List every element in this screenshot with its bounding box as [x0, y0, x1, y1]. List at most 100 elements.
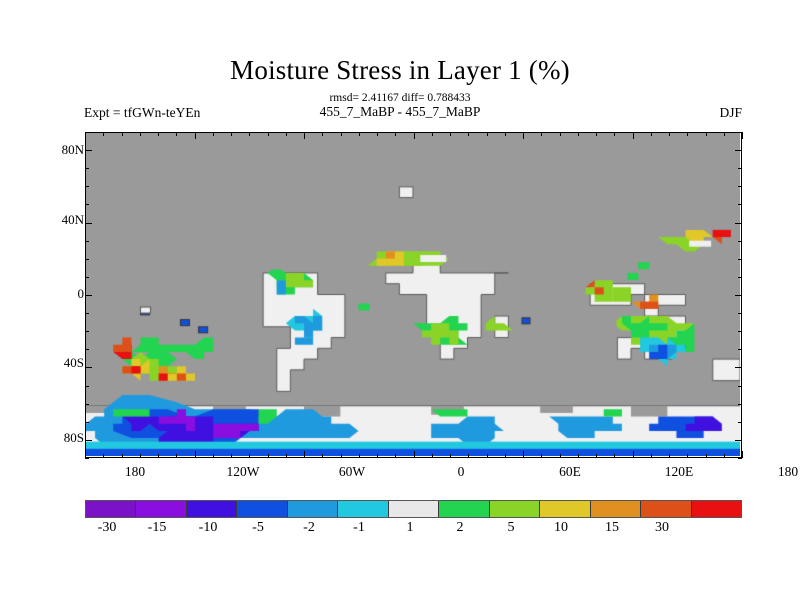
tick-mark	[738, 349, 742, 351]
tick-mark	[614, 454, 616, 458]
tick-mark	[85, 168, 89, 170]
tick-mark	[139, 132, 141, 136]
colorbar-band	[186, 501, 238, 517]
tick-mark	[340, 132, 342, 136]
experiment-label: Expt = tfGWn-teYEn	[84, 105, 201, 120]
y-axis-tick-label: 80N	[61, 142, 84, 157]
x-axis-tick-label: 60E	[559, 464, 581, 479]
tick-mark	[687, 132, 689, 136]
colorbar-bands	[85, 500, 742, 518]
x-axis-tick-label: 120W	[226, 464, 260, 479]
colorbar-tick-label: -5	[252, 520, 264, 535]
page-title: Moisture Stress in Layer 1 (%)	[230, 55, 570, 85]
tick-mark	[738, 331, 742, 333]
colorbar-band	[237, 501, 288, 517]
tick-mark	[650, 132, 652, 136]
tick-mark	[596, 132, 597, 136]
tick-mark	[738, 313, 742, 315]
tick-mark	[85, 258, 89, 260]
tick-mark	[541, 132, 543, 136]
x-axis-tick-label: 180	[124, 464, 146, 479]
colorbar-band	[691, 501, 742, 517]
tick-mark	[85, 385, 89, 387]
colorbar-tick-label: -30	[97, 520, 117, 535]
y-axis-tick-label: 40N	[61, 212, 84, 227]
colorbar-tick-label: -2	[303, 520, 315, 535]
tick-mark	[450, 454, 451, 458]
tick-mark	[231, 454, 232, 458]
tick-mark	[395, 454, 397, 458]
colorbar-tick-label: 15	[605, 520, 619, 535]
y-axis-tick-label: 40S	[63, 355, 84, 370]
tick-mark	[103, 132, 105, 136]
colorbar-tick-label: -15	[147, 520, 167, 535]
tick-mark	[632, 451, 634, 458]
colorbar-tick-label: -10	[198, 520, 218, 535]
tick-mark	[738, 421, 742, 423]
case-comparison-label: 455_7_MaBP - 455_7_MaBP	[319, 104, 481, 119]
colorbar-band	[287, 501, 339, 517]
tick-mark	[121, 454, 123, 458]
colorbar-band	[338, 501, 389, 517]
tick-mark	[85, 222, 92, 224]
tick-mark	[358, 132, 360, 136]
tick-mark	[735, 439, 742, 441]
tick-mark	[176, 454, 178, 458]
colorbar-band	[641, 501, 692, 517]
tick-mark	[304, 451, 305, 458]
tick-mark	[669, 132, 670, 136]
tick-mark	[705, 454, 707, 458]
colorbar-tick-label: 1	[406, 520, 414, 535]
tick-mark	[687, 454, 689, 458]
x-axis-tick-label: 180	[777, 464, 799, 479]
tick-mark	[267, 132, 269, 136]
colorbar-band	[388, 501, 440, 517]
tick-mark	[614, 132, 616, 136]
tick-mark	[450, 132, 451, 136]
tick-mark	[85, 186, 89, 188]
tick-mark	[650, 454, 652, 458]
x-axis-tick-label: 60W	[338, 464, 366, 479]
tick-mark	[577, 454, 579, 458]
tick-mark	[158, 132, 159, 136]
tick-mark	[121, 132, 123, 136]
tick-mark	[559, 132, 561, 136]
tick-mark	[158, 454, 159, 458]
tick-mark	[738, 385, 742, 387]
tick-mark	[738, 240, 742, 242]
tick-mark	[85, 132, 86, 139]
tick-mark	[468, 132, 470, 136]
tick-mark	[738, 186, 742, 188]
tick-mark	[249, 132, 251, 136]
tick-mark	[85, 132, 89, 133]
tick-mark	[85, 295, 92, 296]
tick-mark	[85, 313, 89, 315]
colorbar-tick-label: 30	[655, 520, 669, 535]
tick-mark	[504, 454, 506, 458]
tick-mark	[723, 132, 725, 136]
tick-mark	[194, 451, 196, 458]
tick-mark	[738, 258, 742, 260]
colorbar-tick-label: 10	[554, 520, 568, 535]
tick-mark	[85, 331, 89, 333]
tick-mark	[468, 454, 470, 458]
colorbar	[85, 500, 742, 518]
tick-mark	[322, 132, 324, 136]
tick-mark	[735, 295, 742, 296]
tick-mark	[413, 132, 415, 139]
tick-mark	[705, 132, 707, 136]
tick-mark	[85, 439, 92, 441]
colorbar-band	[489, 501, 541, 517]
tick-mark	[322, 454, 324, 458]
tick-mark	[669, 454, 670, 458]
tick-mark	[723, 454, 725, 458]
map-plot-area	[85, 132, 742, 458]
tick-mark	[413, 451, 415, 458]
tick-mark	[577, 132, 579, 136]
stats-annotation: rmsd= 2.41167 diff= 0.788433	[329, 92, 471, 104]
tick-mark	[735, 367, 742, 369]
tick-mark	[735, 222, 742, 224]
tick-mark	[285, 454, 287, 458]
x-axis-tick-label: 120E	[664, 464, 694, 479]
colorbar-band	[540, 501, 591, 517]
